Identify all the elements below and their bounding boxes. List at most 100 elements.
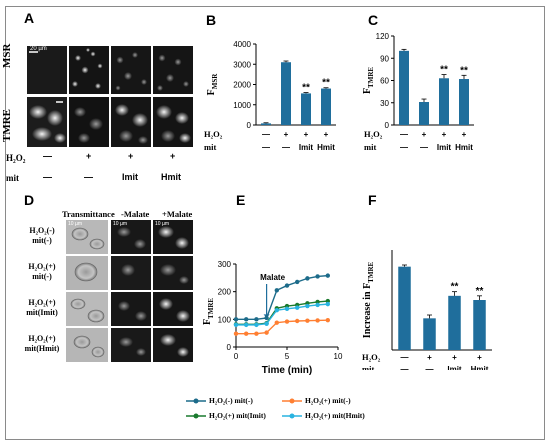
bar <box>473 300 486 350</box>
series-point <box>295 305 300 310</box>
category-h2o2: + <box>422 130 427 139</box>
series-point <box>244 322 249 328</box>
bar <box>261 123 271 125</box>
series-point <box>315 299 320 305</box>
series-line-1 <box>236 274 328 321</box>
panel-d-row4-images <box>66 328 193 362</box>
panel-d-row3-label: H₂O₂(+) mit(Imit) <box>20 298 64 318</box>
msr-cells-4 <box>157 54 189 91</box>
series-point <box>284 319 290 324</box>
panel-f-chart: Increase in FTMRE — — + — ** + Imit ** + Hmit H₂O₂ m… <box>362 250 492 370</box>
y-axis-label: FTMRE <box>202 298 215 325</box>
panel-d-row1-line2: mit(-) <box>32 236 52 245</box>
legend-label-2: H₂O₂(+) mit(-) <box>305 396 351 405</box>
category-h2o2: — <box>401 353 409 362</box>
series-point <box>274 320 279 325</box>
y-tick-label: 200 <box>218 288 232 297</box>
series-point <box>254 317 259 322</box>
category-h2o2: + <box>462 130 467 139</box>
significance-label: ** <box>476 286 484 297</box>
y-tick-label: 2000 <box>233 81 251 90</box>
series-line-4 <box>236 303 328 326</box>
category-mit: Hmit <box>317 143 335 152</box>
panel-d-row3-line1: H₂O₂(+) <box>28 298 56 307</box>
series-point <box>244 331 249 336</box>
series-point <box>284 283 290 288</box>
category-mit: — <box>401 365 409 370</box>
x-tick-label: 5 <box>285 352 290 361</box>
category-h2o2: + <box>427 353 432 362</box>
panel-d-header-minus-malate: -Malate <box>121 209 150 219</box>
panel-d-row2-images <box>66 256 193 290</box>
category-mit: — <box>400 143 408 152</box>
row-label-h2o2: H₂O₂ <box>364 129 383 139</box>
series-point <box>295 279 300 285</box>
bar <box>281 62 291 125</box>
panel-a-col1-h2o2: — <box>43 151 52 161</box>
x-tick-label: 10 <box>334 352 343 361</box>
bar <box>448 295 461 350</box>
panel-a-col2-h2o2: + <box>86 151 92 161</box>
category-mit: Hmit <box>471 365 489 370</box>
series-point <box>233 322 239 328</box>
bar <box>423 318 436 350</box>
y-tick-label: 0 <box>385 121 390 130</box>
y-tick-label: 300 <box>218 260 232 269</box>
panel-a-col1-mit: — <box>43 172 52 182</box>
category-h2o2: + <box>452 353 457 362</box>
y-tick-label: 3000 <box>233 60 251 69</box>
category-mit: — <box>282 143 290 152</box>
panel-d-row2-label: H₂O₂(+) mit(-) <box>20 262 64 282</box>
series-point <box>305 318 310 323</box>
panel-d-row4-line1: H₂O₂(+) <box>28 334 56 343</box>
panel-c-letter: C <box>368 12 379 28</box>
bar <box>301 93 311 125</box>
series-point <box>264 321 269 326</box>
panel-e-legend: H₂O₂(-) mit(-) H₂O₂(+) mit(-) H₂O₂(+) mi… <box>184 395 384 425</box>
panel-a-scale-bar-label: 20 µm <box>30 46 47 52</box>
tmre-cells-3 <box>115 104 148 144</box>
category-mit: — <box>262 143 270 152</box>
y-tick-label: 90 <box>380 54 389 63</box>
panel-a-letter: A <box>24 10 35 26</box>
tmre-cells-4 <box>156 105 191 143</box>
bar <box>439 78 449 125</box>
series-point <box>325 273 330 278</box>
panel-d-scale-1: 10 µm <box>68 221 82 227</box>
msr-image-1 <box>27 46 67 94</box>
panel-d-scale-2: 10 µm <box>113 221 127 227</box>
category-h2o2: — <box>400 130 408 139</box>
category-mit: Imit <box>447 365 462 370</box>
y-axis-label: FMSR <box>206 73 219 96</box>
significance-label: ** <box>451 282 459 293</box>
series-point <box>264 330 269 335</box>
msr-cells-3 <box>115 52 147 91</box>
msr-cells-2 <box>72 48 103 89</box>
category-h2o2: + <box>442 130 447 139</box>
series-point <box>264 315 269 321</box>
panel-a-col3-mit: Imit <box>122 172 139 182</box>
tmre-cells-2 <box>74 107 103 143</box>
panel-d-row1-images <box>66 220 193 254</box>
series-point <box>254 331 259 336</box>
panel-d-header-transmittance: Transmittance <box>62 209 115 219</box>
panel-e-chart: 0 100 200 300 0 5 10 Time (min) FTMRE Malate <box>202 260 343 376</box>
panel-a-col2-mit: — <box>84 172 93 182</box>
category-mit: Imit <box>437 143 452 152</box>
significance-label: ** <box>302 83 310 94</box>
series-point <box>284 306 290 312</box>
series-point <box>233 317 239 322</box>
panel-d-row3-images <box>66 292 193 326</box>
series-point <box>325 301 330 307</box>
row-label-h2o2: H₂O₂ <box>362 352 381 362</box>
row-label-mit: mit <box>204 142 216 152</box>
panel-d-row2-line1: H₂O₂(+) <box>28 262 56 271</box>
panel-d-row1-label: H₂O₂(-) mit(-) <box>20 226 64 246</box>
tmre-cells-1 <box>29 105 66 143</box>
category-h2o2: — <box>262 130 270 139</box>
series-point <box>315 302 320 308</box>
bar <box>419 102 429 125</box>
bar <box>321 88 331 125</box>
